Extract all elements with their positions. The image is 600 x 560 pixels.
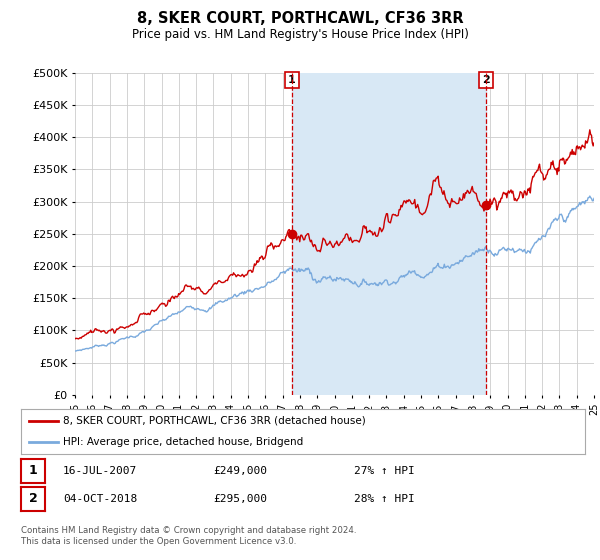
Text: Price paid vs. HM Land Registry's House Price Index (HPI): Price paid vs. HM Land Registry's House … bbox=[131, 28, 469, 41]
Text: 1: 1 bbox=[288, 74, 296, 85]
Text: 1: 1 bbox=[29, 464, 37, 478]
Bar bbox=[292, 73, 486, 395]
Text: 2: 2 bbox=[29, 492, 37, 506]
Text: £295,000: £295,000 bbox=[213, 494, 267, 504]
Text: 2: 2 bbox=[482, 74, 490, 85]
Text: £249,000: £249,000 bbox=[213, 466, 267, 476]
Text: Contains HM Land Registry data © Crown copyright and database right 2024.
This d: Contains HM Land Registry data © Crown c… bbox=[21, 526, 356, 546]
Text: HPI: Average price, detached house, Bridgend: HPI: Average price, detached house, Brid… bbox=[64, 436, 304, 446]
Text: 04-OCT-2018: 04-OCT-2018 bbox=[63, 494, 137, 504]
Text: 8, SKER COURT, PORTHCAWL, CF36 3RR (detached house): 8, SKER COURT, PORTHCAWL, CF36 3RR (deta… bbox=[64, 416, 366, 426]
Text: 16-JUL-2007: 16-JUL-2007 bbox=[63, 466, 137, 476]
Text: 28% ↑ HPI: 28% ↑ HPI bbox=[354, 494, 415, 504]
Text: 8, SKER COURT, PORTHCAWL, CF36 3RR: 8, SKER COURT, PORTHCAWL, CF36 3RR bbox=[137, 11, 463, 26]
Text: 27% ↑ HPI: 27% ↑ HPI bbox=[354, 466, 415, 476]
